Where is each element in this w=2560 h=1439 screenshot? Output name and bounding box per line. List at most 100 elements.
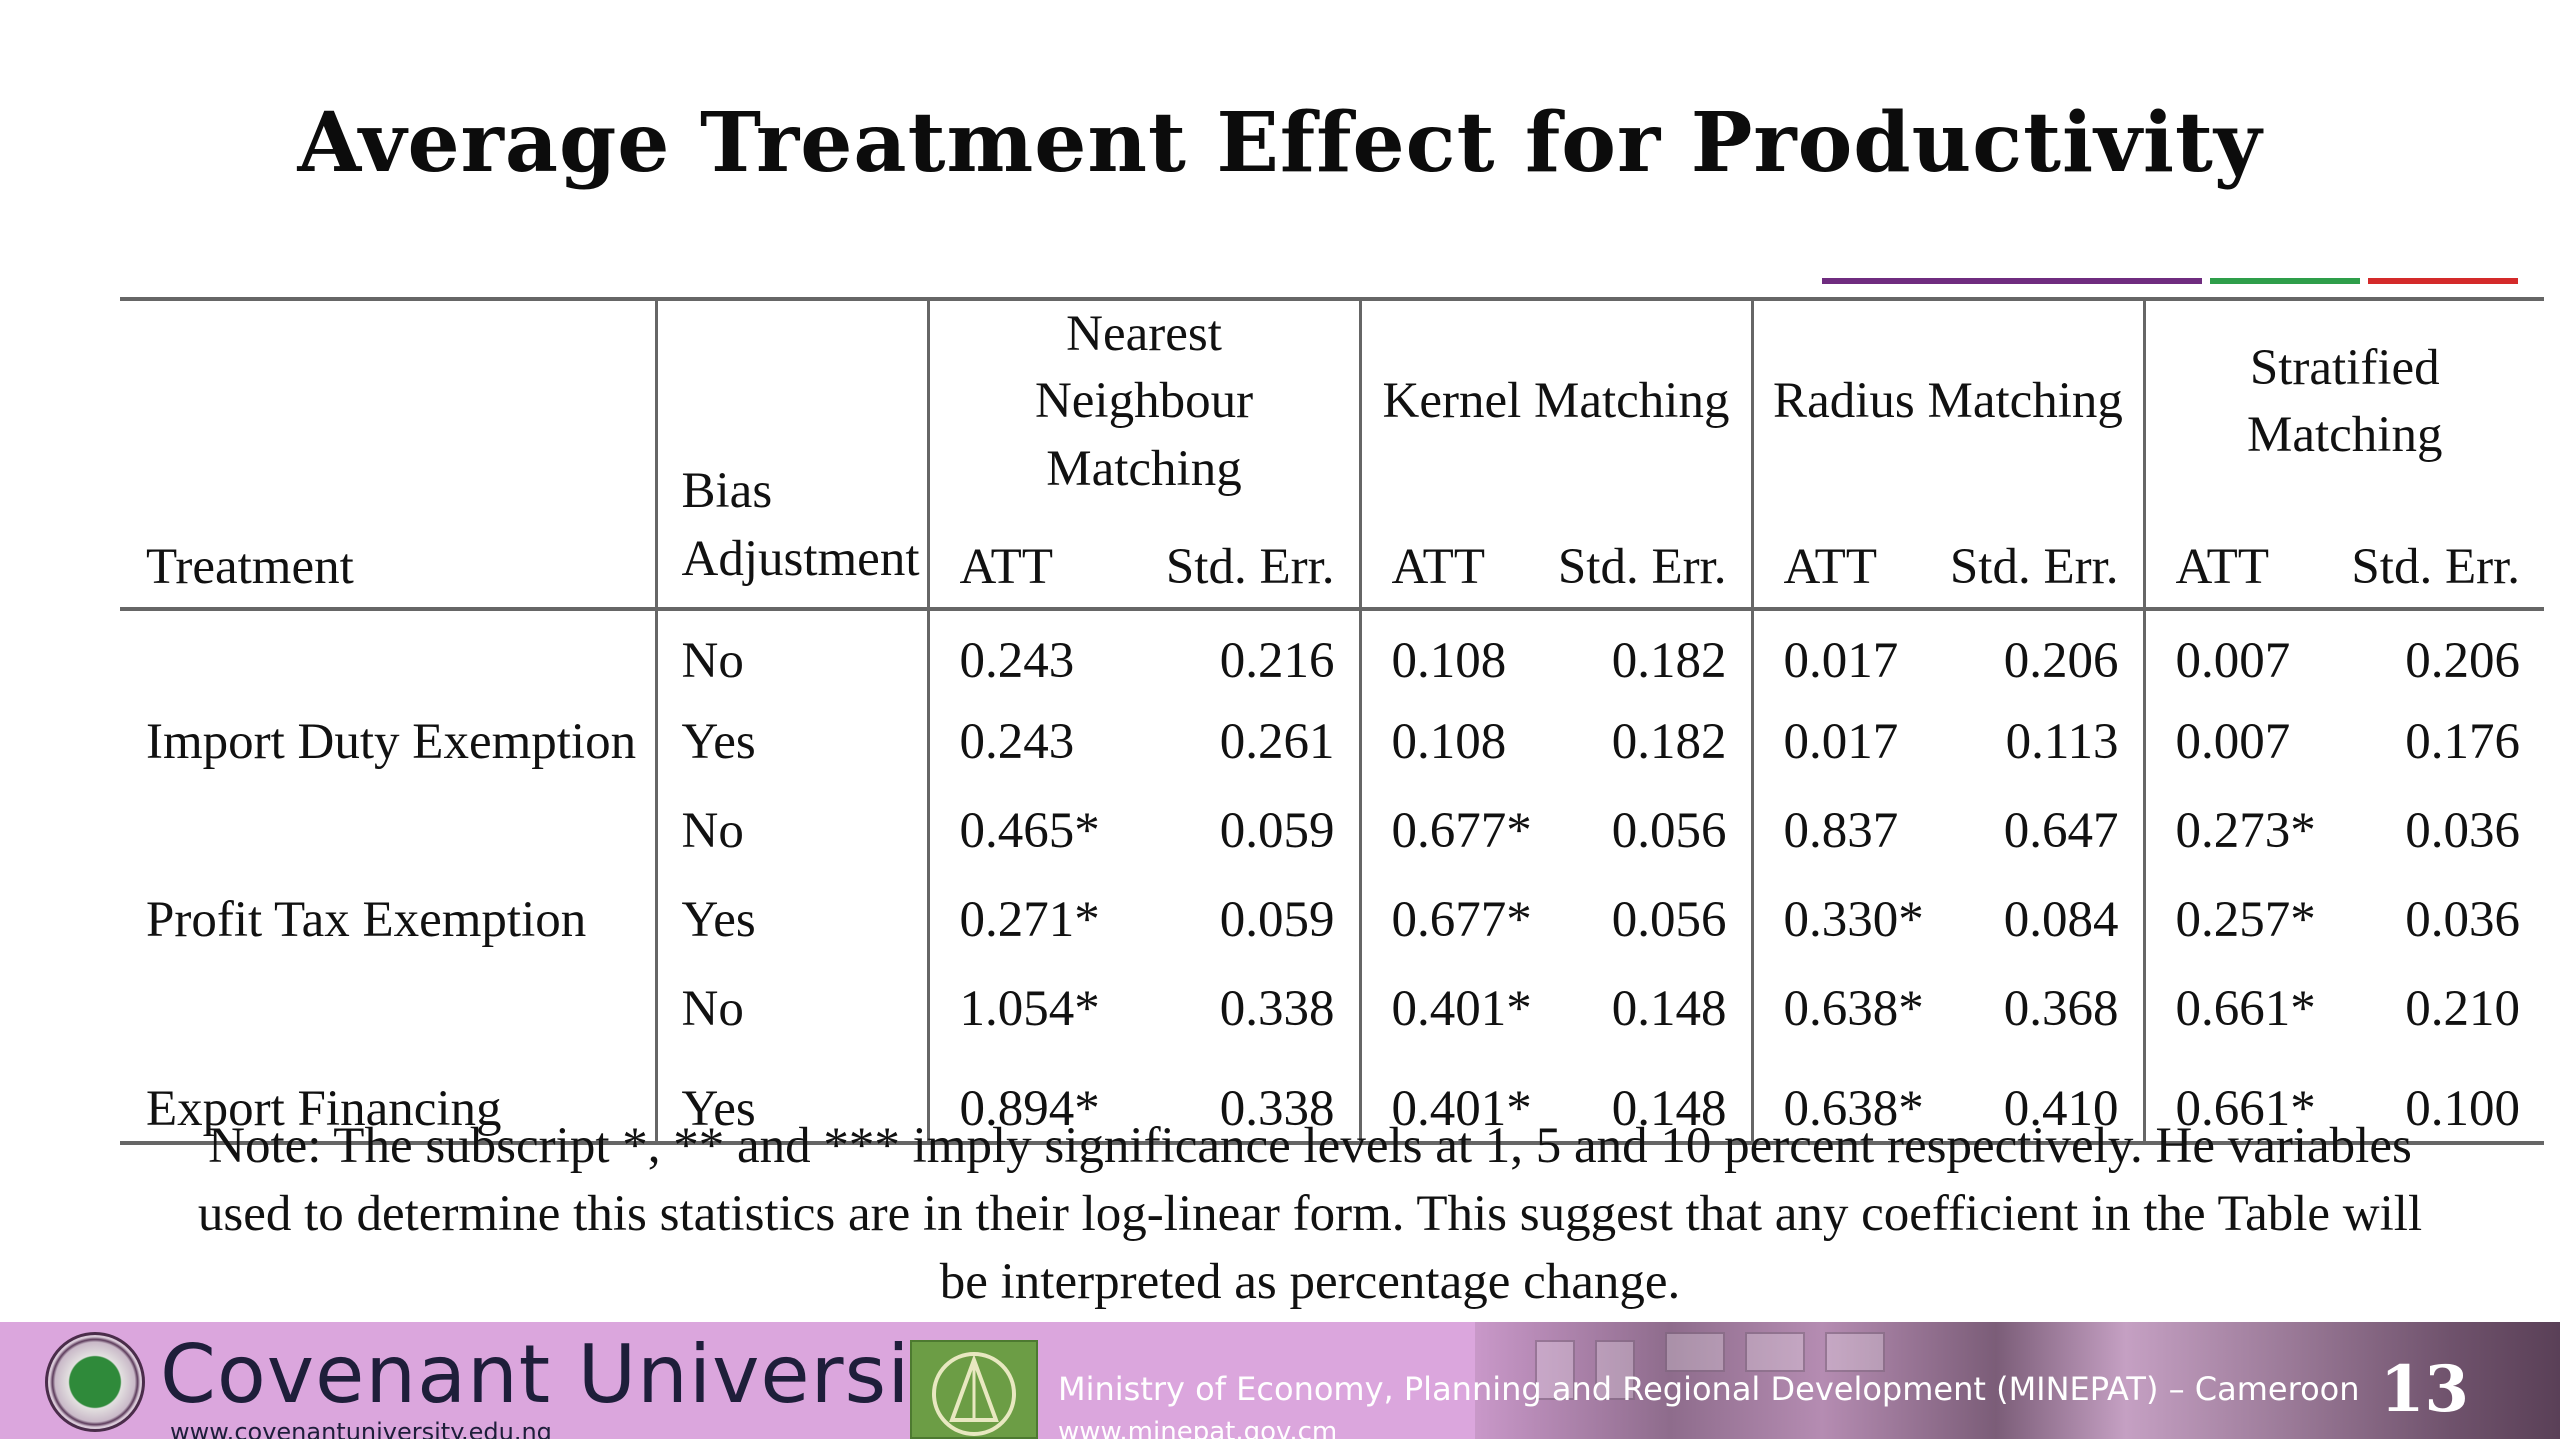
att-value-cell: 1.054* (959, 980, 1100, 1037)
std-err-value-cell: 0.182 (1540, 697, 1754, 787)
att-value-cell: 0.007 (2175, 713, 2291, 770)
bias-adjustment-cell: Yes (656, 697, 930, 787)
column-header-std-err: Std. Err. (1108, 502, 1362, 611)
std-err-value-cell: 0.036 (2405, 802, 2520, 859)
std-err-value-cell: 0.100 (2324, 1053, 2544, 1145)
std-err-value-cell: 0.182 (1540, 608, 1754, 698)
minepat-logo-icon (910, 1340, 1038, 1439)
page-number: 13 (2380, 1352, 2470, 1427)
results-table: Nearest Neighbour Matching Kernel Matchi… (120, 297, 2544, 1145)
column-header-std-err: Std. Err. (2324, 502, 2544, 611)
column-header-att: ATT (1752, 502, 1932, 611)
group-header-stratified: Stratified Matching (2144, 297, 2544, 503)
att-value-cell: 0.017 (1783, 713, 1899, 770)
table-row: Export Financing Yes 0.894* 0.338 0.401* 0.14… (120, 1053, 2544, 1145)
std-err-value-cell: 0.216 (1108, 608, 1362, 698)
ministry-url: www.minepat.gov.cm (1058, 1417, 1338, 1439)
std-err-value-cell: 0.056 (1540, 786, 1754, 876)
std-err-value-cell: 0.410 (1932, 1053, 2146, 1145)
table-row: Profit Tax Exemption Yes 0.271* 0.059 0.677*… (120, 875, 2544, 965)
bias-adjustment-cell: No (656, 786, 930, 876)
att-value-cell: 0.894* (928, 1053, 1108, 1145)
bias-header-line2: Adjustment (681, 530, 920, 587)
std-err-value-cell: 0.148 (1540, 964, 1754, 1054)
att-value-cell: 0.837 (1783, 802, 1899, 859)
att-value-cell: 0.243 (959, 632, 1075, 689)
bias-header-line1: Bias (681, 463, 773, 520)
group-header-radius: Radius Matching (1752, 297, 2146, 503)
header-empty-treatment (120, 297, 658, 503)
treatment-cell (120, 964, 658, 1054)
campus-building-photo (1475, 1322, 2560, 1439)
accent-bar-purple (1822, 278, 2202, 284)
bias-adjustment-cell: Yes (656, 875, 930, 965)
att-value-cell: 0.007 (2175, 632, 2291, 689)
std-err-value-cell: 0.056 (1540, 875, 1754, 965)
bias-adjustment-cell: No (656, 964, 930, 1054)
att-value-cell: 0.401* (1391, 980, 1532, 1037)
std-err-value-cell: 0.084 (1932, 875, 2146, 965)
std-err-value-cell: 0.338 (1108, 1053, 1362, 1145)
slide-title: Average Treatment Effect for Productivit… (297, 95, 2263, 191)
table-row: No 1.054* 0.338 0.401* 0.148 0.638* 0.368 0.661… (120, 964, 2544, 1054)
header-empty-bias (656, 297, 930, 503)
covenant-university-seal-icon (45, 1332, 145, 1432)
std-err-value-cell: 0.059 (1108, 786, 1362, 876)
att-value-cell: 0.638* (1752, 1053, 1932, 1145)
column-header-row: Treatment Bias Adjustment ATT Std. Err. … (120, 463, 2544, 611)
std-err-value-cell: 0.368 (1932, 964, 2146, 1054)
column-header-treatment: Treatment (120, 502, 658, 611)
att-value-cell: 0.401* (1360, 1053, 1540, 1145)
att-value-cell: 0.271* (959, 891, 1100, 948)
group-header-kernel: Kernel Matching (1360, 297, 1754, 503)
att-value-cell: 0.677* (1391, 802, 1532, 859)
std-err-value-cell: 0.647 (1932, 786, 2146, 876)
group-header-row: Nearest Neighbour Matching Kernel Matchi… (120, 297, 2544, 503)
treatment-cell: Import Duty Exemption (120, 697, 658, 787)
std-err-value-cell: 0.206 (2405, 632, 2520, 689)
att-value-cell: 0.108 (1391, 632, 1507, 689)
att-value-cell: 0.257* (2175, 891, 2316, 948)
table-note: Note: The subscript *, ** and *** imply … (197, 1118, 2423, 1310)
column-header-att: ATT (2144, 502, 2324, 611)
column-header-att: ATT (1360, 502, 1540, 611)
column-header-std-err: Std. Err. (1932, 502, 2146, 611)
ministry-name: Ministry of Economy, Planning and Region… (1058, 1370, 2360, 1408)
treatment-cell: Export Financing (120, 1053, 658, 1145)
att-value-cell: 0.465* (959, 802, 1100, 859)
std-err-value-cell: 0.338 (1108, 964, 1362, 1054)
std-err-value-cell: 0.210 (2405, 980, 2520, 1037)
std-err-value-cell: 0.176 (2405, 713, 2520, 770)
std-err-value-cell: 0.059 (1108, 875, 1362, 965)
std-err-value-cell: 0.113 (1932, 697, 2146, 787)
table-row: No 0.243 0.216 0.108 0.182 0.017 0.206 0.007 0.2… (120, 608, 2544, 698)
column-header-bias-adjustment: Bias Adjustment (656, 463, 930, 611)
column-header-att: ATT (928, 502, 1108, 611)
att-value-cell: 0.661* (2144, 1053, 2324, 1145)
att-value-cell: 0.243 (959, 713, 1075, 770)
std-err-value-cell: 0.261 (1108, 697, 1362, 787)
treatment-cell (120, 786, 658, 876)
treatment-cell: Profit Tax Exemption (120, 875, 658, 965)
bias-adjustment-cell: Yes (656, 1053, 930, 1145)
std-err-value-cell: 0.036 (2405, 891, 2520, 948)
std-err-value-cell: 0.148 (1540, 1053, 1754, 1145)
university-url: www.covenantuniversity.edu.ng (170, 1418, 552, 1439)
group-header-nearest-neighbour: Nearest Neighbour Matching (928, 297, 1362, 503)
att-value-cell: 0.330* (1783, 891, 1924, 948)
att-value-cell: 0.638* (1783, 980, 1924, 1037)
att-value-cell: 0.661* (2175, 980, 2316, 1037)
att-value-cell: 0.273* (2175, 802, 2316, 859)
footer-banner: Covenant University www.covenantuniversi… (0, 1322, 2560, 1439)
std-err-value-cell: 0.206 (1932, 608, 2146, 698)
bias-adjustment-cell: No (656, 608, 930, 698)
university-name: Covenant University (160, 1328, 992, 1421)
att-value-cell: 0.677* (1391, 891, 1532, 948)
table-row: No 0.465* 0.059 0.677* 0.056 0.837 0.647 0.273*… (120, 786, 2544, 876)
att-value-cell: 0.017 (1783, 632, 1899, 689)
accent-bar-green (2210, 278, 2360, 284)
accent-bar-red (2368, 278, 2518, 284)
treatment-cell (120, 608, 658, 698)
column-header-std-err: Std. Err. (1540, 502, 1754, 611)
att-value-cell: 0.108 (1391, 713, 1507, 770)
